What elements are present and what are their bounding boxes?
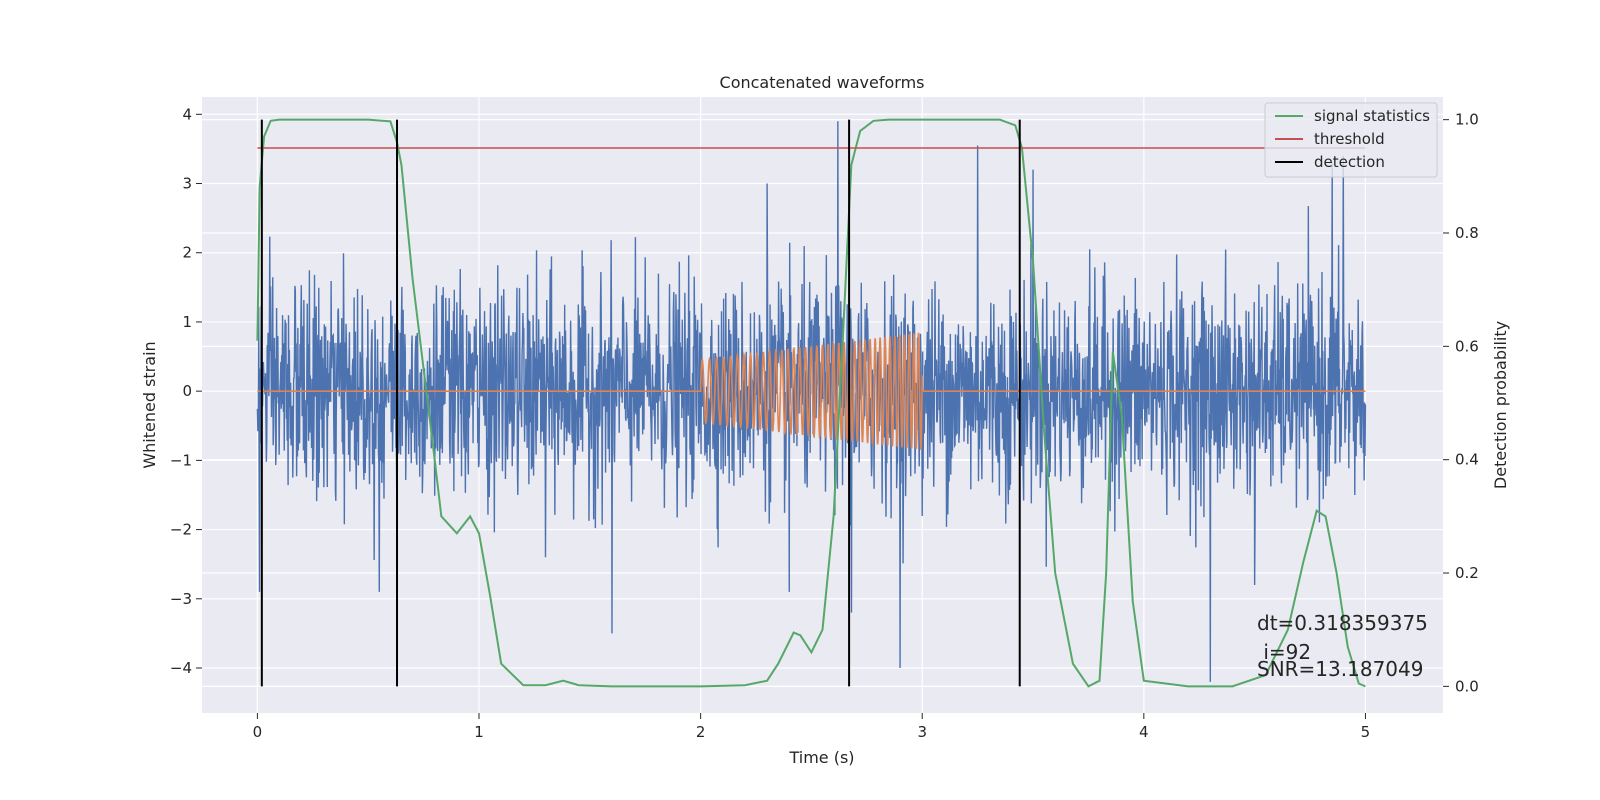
x-axis-ticks: 0 1 2 3 4 5: [253, 713, 1371, 741]
right-axis-label: Detection probability: [1491, 321, 1510, 489]
annotation-snr: SNR=13.187049: [1257, 657, 1423, 681]
right-tick-label: 0.2: [1455, 564, 1479, 582]
annotation-box: dt=0.318359375 i=92 SNR=13.187049: [1257, 611, 1428, 681]
left-tick-label: −3: [170, 590, 192, 608]
left-axis-label: Whitened strain: [140, 341, 159, 468]
left-tick-label: −4: [170, 659, 192, 677]
legend-label-threshold: threshold: [1314, 130, 1385, 148]
right-tick-label: 1.0: [1455, 111, 1479, 129]
right-tick-label: 0.8: [1455, 224, 1479, 242]
right-axis-ticks: 1.0 0.8 0.6 0.4 0.2 0.0: [1443, 111, 1479, 695]
series-layer: [256, 118, 1367, 688]
left-tick-label: −1: [170, 451, 192, 469]
x-axis-label: Time (s): [788, 748, 854, 767]
x-tick-label: 5: [1361, 723, 1371, 741]
left-tick-label: 3: [182, 175, 192, 193]
legend-label-detection: detection: [1314, 153, 1385, 171]
x-tick-label: 2: [696, 723, 706, 741]
legend-frame: [1264, 102, 1438, 178]
left-tick-label: −2: [170, 521, 192, 539]
noise-series: [256, 121, 1367, 682]
right-tick-label: 0.6: [1455, 337, 1479, 355]
left-axis-ticks: 4 3 2 1 0 −1 −2 −3 −4: [170, 105, 202, 677]
x-tick-label: 0: [253, 723, 263, 741]
annotation-index: i=92: [1257, 640, 1311, 664]
x-tick-label: 4: [1139, 723, 1149, 741]
injection-series: [257, 332, 1366, 450]
legend-label-signal-statistics: signal statistics: [1314, 107, 1430, 125]
detection-lines: [260, 119, 1021, 687]
x-tick-label: 1: [474, 723, 484, 741]
signal-statistics-series: [256, 118, 1366, 688]
right-tick-label: 0.4: [1455, 451, 1479, 469]
annotation-dt: dt=0.318359375: [1257, 611, 1428, 635]
legend: signal statistics threshold detection: [1264, 102, 1438, 178]
left-tick-label: 0: [182, 382, 192, 400]
left-tick-label: 4: [182, 105, 192, 123]
right-tick-label: 0.0: [1455, 677, 1479, 695]
chart-title: Concatenated waveforms: [720, 73, 925, 92]
x-tick-label: 3: [917, 723, 927, 741]
left-tick-label: 2: [182, 244, 192, 262]
left-tick-label: 1: [182, 313, 192, 331]
